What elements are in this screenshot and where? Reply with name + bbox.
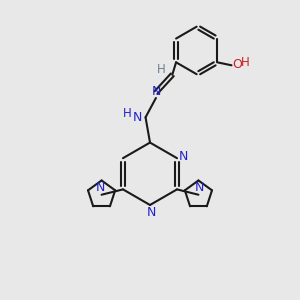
Text: H: H (123, 107, 131, 120)
Text: N: N (147, 206, 156, 219)
Text: N: N (95, 181, 105, 194)
Text: H: H (157, 63, 165, 76)
Text: N: N (133, 111, 142, 124)
Text: N: N (179, 150, 188, 163)
Text: O: O (232, 58, 242, 71)
Text: N: N (195, 181, 205, 194)
Text: N: N (151, 85, 160, 98)
Text: H: H (241, 56, 250, 69)
